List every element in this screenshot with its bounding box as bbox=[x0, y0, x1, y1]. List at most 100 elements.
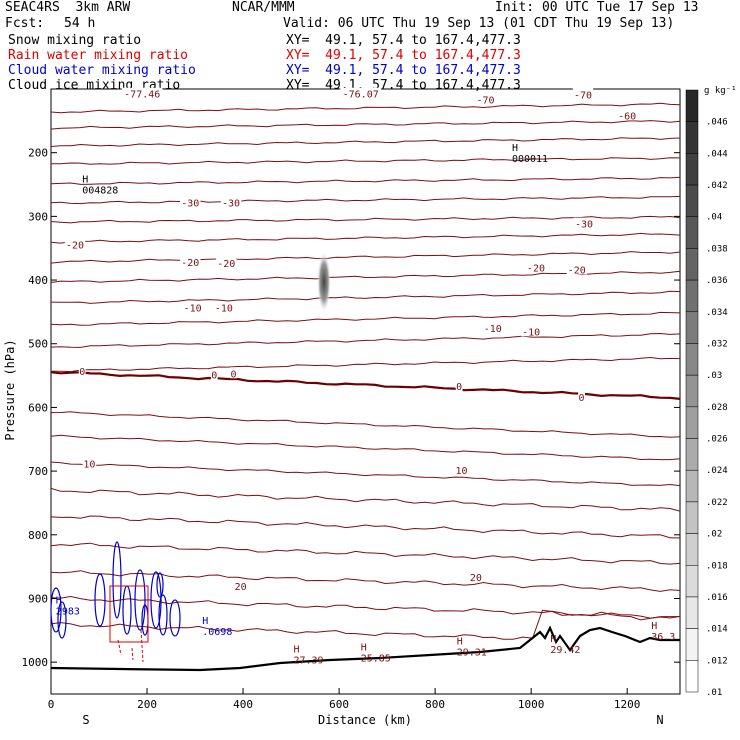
colorbar: .046 .044 .042 .04 .038 .036 .034 .032 .03 .028 .0… bbox=[685, 89, 728, 698]
contour-label: 0 bbox=[79, 367, 85, 378]
isotherm-line bbox=[50, 215, 681, 224]
contour-label: 0 bbox=[230, 369, 236, 380]
cloud-ice-blob bbox=[317, 251, 331, 313]
colorbar-tick-label: .03 bbox=[706, 371, 722, 381]
colorbar-tick-label: .044 bbox=[706, 149, 728, 159]
y-tick-label: 200 bbox=[28, 147, 48, 160]
cloud-water-contour bbox=[158, 594, 168, 636]
colorbar-swatch bbox=[685, 533, 699, 566]
contour-label-bg bbox=[572, 88, 594, 100]
isotherm-line bbox=[50, 411, 681, 438]
isotherm-line bbox=[50, 232, 681, 244]
high-marker-letter: H bbox=[361, 643, 367, 654]
contour-label: 10 bbox=[456, 466, 468, 477]
contour-label-bg bbox=[180, 196, 201, 208]
colorbar-tick-label: .024 bbox=[706, 466, 728, 476]
contour-label: -30 bbox=[575, 220, 593, 231]
contour-label-bg bbox=[520, 325, 542, 337]
x-tick-label: 200 bbox=[137, 698, 157, 711]
isotherm-line bbox=[50, 102, 681, 114]
contour-label-bg bbox=[213, 301, 235, 313]
colorbar-unit: g kg⁻¹ bbox=[704, 86, 737, 96]
colorbar-tick-label: .034 bbox=[706, 308, 728, 318]
contour-label: -10 bbox=[215, 304, 233, 315]
contour-label-bg bbox=[182, 301, 203, 313]
isotherm-line bbox=[50, 461, 681, 487]
colorbar-tick-label: .01 bbox=[706, 688, 722, 698]
colorbar-tick-label: .018 bbox=[706, 561, 728, 571]
x-tick-label: 400 bbox=[233, 698, 253, 711]
colorbar-swatch bbox=[685, 311, 699, 344]
contour-label-bg bbox=[525, 261, 547, 273]
y-tick-label: 600 bbox=[28, 401, 48, 414]
contour-label-bg bbox=[64, 238, 86, 250]
contour-label-bg bbox=[340, 87, 382, 99]
valid-time: Valid: 06 UTC Thu 19 Sep 13 (01 CDT Thu … bbox=[283, 16, 675, 31]
colorbar-tick-label: .014 bbox=[706, 625, 728, 635]
colorbar-swatch bbox=[685, 596, 699, 629]
contour-label: -20 bbox=[527, 264, 545, 275]
colorbar-tick-label: .04 bbox=[706, 213, 722, 223]
high-marker-letter: H bbox=[550, 634, 556, 645]
cloud-water-contour bbox=[169, 599, 181, 637]
high-marker-letter: H bbox=[651, 621, 657, 632]
colorbar-tick-label: .012 bbox=[706, 656, 728, 666]
isotherm-line bbox=[50, 487, 681, 512]
colorbar-swatch bbox=[685, 374, 699, 408]
contour-label-bg bbox=[230, 367, 237, 379]
high-marker-letter: H bbox=[293, 645, 299, 656]
contour-label: -60 bbox=[618, 111, 636, 122]
contour-label: 10 bbox=[83, 460, 95, 471]
colorbar-swatch bbox=[685, 406, 699, 439]
colorbar-swatch bbox=[685, 279, 699, 313]
isotherm-line bbox=[50, 311, 681, 326]
isotherm-line bbox=[50, 356, 681, 373]
contour-label-bg bbox=[482, 322, 503, 334]
y-tick-label: 500 bbox=[28, 338, 48, 351]
contour-label: -76.07 bbox=[343, 90, 379, 101]
high-marker-value: 29.31 bbox=[457, 647, 487, 658]
high-marker-value: 29.42 bbox=[550, 645, 580, 656]
high-markers: H004828H000011H2983H.0698H27.39H25.85H29… bbox=[56, 143, 675, 667]
terrain-line bbox=[50, 625, 680, 672]
colorbar-tick-label: .016 bbox=[706, 593, 728, 603]
forecast-hours: 54 h bbox=[64, 16, 96, 31]
y-tick-label: 700 bbox=[28, 465, 48, 478]
high-marker-value: 000011 bbox=[512, 154, 548, 165]
cloud-water-contour bbox=[134, 569, 146, 631]
field-xy: XY= 49.1, 57.4 to 167.4,477.3 bbox=[286, 48, 521, 63]
high-marker-letter: H bbox=[82, 175, 88, 186]
contour-label-bg bbox=[616, 109, 638, 121]
contour-label: 20 bbox=[470, 573, 482, 584]
contour-label: -70 bbox=[477, 95, 495, 106]
rain-contour bbox=[109, 585, 149, 643]
isotherm-line bbox=[50, 157, 681, 165]
contour-label: -70 bbox=[574, 90, 592, 101]
rain-contour bbox=[117, 629, 144, 663]
cloud-water-contour bbox=[57, 601, 67, 639]
contour-label: -20 bbox=[568, 266, 586, 277]
contour-label: -20 bbox=[181, 258, 199, 269]
isotherm-line bbox=[50, 176, 681, 185]
y-tick-label: 800 bbox=[28, 529, 48, 542]
colorbar-swatch bbox=[685, 469, 699, 503]
colorbar-tick-label: .046 bbox=[706, 118, 728, 128]
contour-label: -77.46 bbox=[124, 90, 160, 101]
x-tick-label: 600 bbox=[329, 698, 349, 711]
axes: 0 200 400 600 800 1000 12002003004005006007008… bbox=[22, 147, 680, 711]
contour-label-bg bbox=[121, 87, 163, 99]
contour-label-bg bbox=[566, 263, 587, 275]
x-tick-label: 800 bbox=[425, 698, 445, 711]
colorbar-swatch bbox=[685, 438, 699, 471]
contour-label-bg bbox=[578, 390, 585, 402]
field-xy: XY= 49.1, 57.4 to 167.4,477.3 bbox=[286, 63, 521, 78]
contour-label: 0 bbox=[579, 393, 585, 404]
high-marker-letter: H bbox=[512, 143, 518, 154]
isotherm-line bbox=[50, 290, 681, 304]
high-marker-value: 004828 bbox=[82, 186, 118, 197]
field-xy: XY= 49.1, 57.4 to 167.4,477.3 bbox=[286, 33, 521, 48]
y-tick-label: 900 bbox=[28, 592, 48, 605]
contour-label: -20 bbox=[66, 241, 84, 252]
